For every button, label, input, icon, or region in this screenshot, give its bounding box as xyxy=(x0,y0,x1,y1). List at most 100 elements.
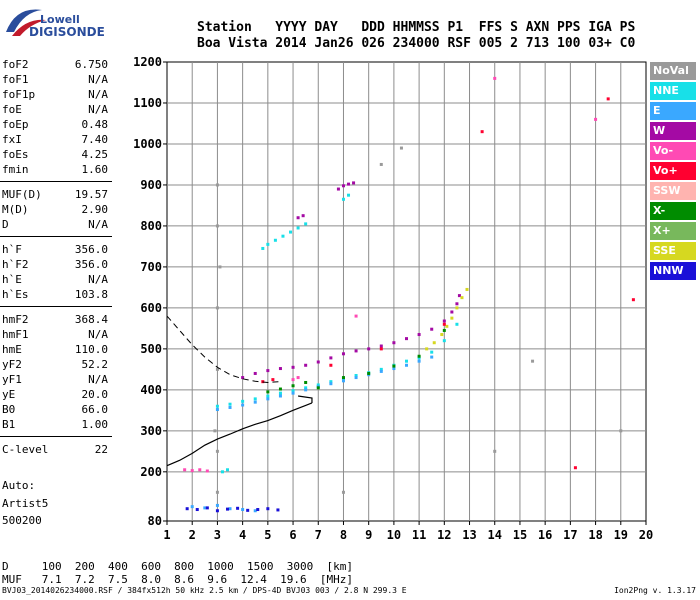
echo-point-sse xyxy=(440,333,444,337)
echo-point-vo xyxy=(442,322,446,326)
param-row: D N/A xyxy=(0,217,112,232)
distance-row: D 100 200 400 600 800 1000 1500 3000 [km… xyxy=(2,560,353,573)
profile-line-end xyxy=(298,395,313,403)
echo-point-nne xyxy=(253,397,257,401)
echo-point-vo xyxy=(631,298,635,302)
param-row: fmin 1.60 xyxy=(0,162,112,177)
legend-item-nnw: NNW xyxy=(650,262,696,280)
echo-point-nne xyxy=(273,238,277,242)
x-tick-label: 16 xyxy=(538,528,552,542)
echo-point-w xyxy=(291,365,295,369)
echo-point-nne xyxy=(241,399,245,403)
x-tick-label: 12 xyxy=(437,528,451,542)
echo-point-noval xyxy=(215,490,219,494)
param-value: 19.57 xyxy=(74,188,108,201)
param-value: 52.2 xyxy=(81,358,109,371)
param-name: B0 xyxy=(2,403,16,416)
echo-point-vo xyxy=(291,378,295,382)
echo-point-x xyxy=(266,390,270,394)
echo-point-w xyxy=(430,327,434,331)
echo-point-w xyxy=(341,184,345,188)
y-tick-label: 300 xyxy=(140,424,162,438)
y-tick-label: 400 xyxy=(140,383,162,397)
x-tick-label: 10 xyxy=(387,528,401,542)
echo-point-e xyxy=(291,391,295,395)
echo-point-w xyxy=(316,360,320,364)
echo-point-noval xyxy=(215,449,219,453)
param-separator xyxy=(0,306,112,307)
echo-point-sse xyxy=(460,296,464,300)
param-name: fmin xyxy=(2,163,29,176)
echo-point-nne xyxy=(278,391,282,395)
echo-point-nne xyxy=(266,394,270,398)
echo-point-w xyxy=(367,347,371,351)
param-name: C-level xyxy=(2,443,49,456)
echo-point-w xyxy=(296,216,300,220)
legend-item-vo: Vo+ xyxy=(650,162,696,180)
echo-point-noval xyxy=(215,224,219,228)
echo-point-noval xyxy=(215,183,219,187)
echo-point-e xyxy=(241,403,245,407)
param-row: h`E N/A xyxy=(0,272,112,287)
param-row: h`F2 356.0 xyxy=(0,257,112,272)
legend-item-nne: NNE xyxy=(650,82,696,100)
param-separator xyxy=(0,236,112,237)
echo-point-w xyxy=(457,294,461,298)
param-row: hmE 110.0 xyxy=(0,342,112,357)
x-tick-label: 13 xyxy=(462,528,476,542)
echo-point-noval xyxy=(215,306,219,310)
echo-point-nne xyxy=(379,367,383,371)
echo-point-x xyxy=(392,364,396,368)
param-value: 356.0 xyxy=(74,258,108,271)
param-value: 6.750 xyxy=(74,58,108,71)
param-name: h`F xyxy=(2,243,22,256)
echo-point-nne xyxy=(215,404,219,408)
header-column-titles: Station YYYY DAY DDD HHMMSS P1 FFS S AXN… xyxy=(197,20,636,35)
echo-point-e xyxy=(215,503,219,507)
echo-point-vo xyxy=(573,466,577,470)
echo-point-x xyxy=(316,386,320,390)
echo-point-w xyxy=(336,187,340,191)
echo-point-vo xyxy=(205,469,209,473)
echo-point-w xyxy=(241,376,245,380)
echo-point-nnw xyxy=(215,509,219,513)
echo-point-w xyxy=(278,367,282,371)
param-value: 66.0 xyxy=(81,403,109,416)
param-separator xyxy=(0,436,112,437)
echo-point-e xyxy=(304,388,308,392)
param-name: fxI xyxy=(2,133,22,146)
echo-point-nne xyxy=(341,197,345,201)
echo-point-sse xyxy=(445,324,449,328)
echo-point-nne xyxy=(228,402,232,406)
param-separator xyxy=(0,181,112,182)
echo-point-vo xyxy=(198,468,202,472)
echo-point-noval xyxy=(531,359,535,363)
param-row: MUF(D) 19.57 xyxy=(0,187,112,202)
echo-point-vo xyxy=(190,469,194,473)
echo-point-nne xyxy=(296,226,300,230)
x-tick-label: 3 xyxy=(214,528,221,542)
echo-point-vo xyxy=(493,76,497,80)
echo-point-w xyxy=(301,214,305,218)
echo-point-e xyxy=(253,400,257,404)
param-row: hmF2 368.4 xyxy=(0,312,112,327)
echo-point-noval xyxy=(213,429,217,433)
param-name: hmE xyxy=(2,343,22,356)
echo-point-x xyxy=(417,354,421,358)
echo-point-w xyxy=(392,341,396,345)
echo-point-nne xyxy=(347,193,351,197)
y-tick-label: 600 xyxy=(140,301,162,315)
ionogram-plot: 1 2 3 4 5 6 7 8 9 10 11 12 13 14 15 16 17 18 19 20802003004… xyxy=(133,55,653,542)
legend-item-w: W xyxy=(650,122,696,140)
echo-point-noval xyxy=(341,490,345,494)
echo-point-w xyxy=(417,333,421,337)
polarization-legend: NoVal NNE E W Vo- Vo+ SSW X- X+ SSE NNW xyxy=(650,62,696,282)
param-name: yF2 xyxy=(2,358,22,371)
x-tick-label: 6 xyxy=(289,528,296,542)
param-name: M(D) xyxy=(2,203,29,216)
logo-text-digisonde: DIGISONDE xyxy=(29,25,105,39)
legend-item-noval: NoVal xyxy=(650,62,696,80)
y-tick-label: 1100 xyxy=(133,96,162,110)
echo-point-e xyxy=(405,363,408,367)
legend-item-sse: SSE xyxy=(650,242,696,260)
